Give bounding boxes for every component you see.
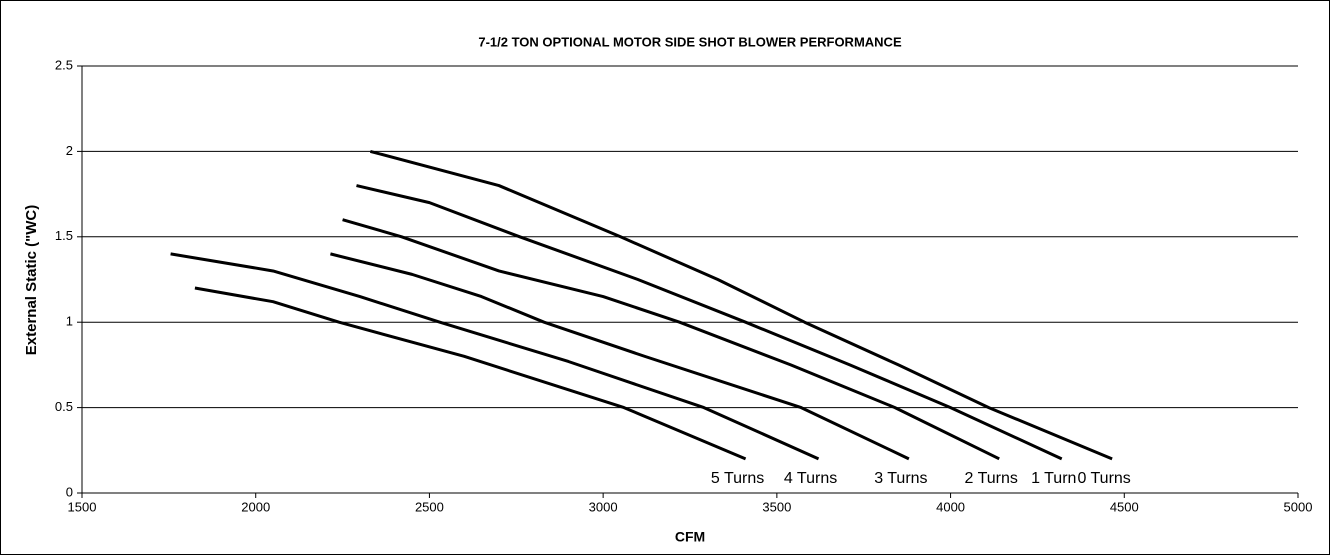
chart-title: 7-1/2 TON OPTIONAL MOTOR SIDE SHOT BLOWE… bbox=[478, 34, 902, 49]
line-series bbox=[330, 252, 910, 461]
series-label: 0 Turns bbox=[1077, 470, 1130, 487]
x-tick-label: 4500 bbox=[1110, 499, 1139, 514]
x-tick-label: 3500 bbox=[762, 499, 791, 514]
y-tick-label: 0.5 bbox=[55, 399, 73, 414]
series-label: 5 Turns bbox=[711, 470, 764, 487]
y-tick-label: 1.5 bbox=[55, 228, 73, 243]
series-label: 1 Turn bbox=[1031, 470, 1076, 487]
series-label: 2 Turns bbox=[965, 470, 1018, 487]
x-tick-label: 2500 bbox=[415, 499, 444, 514]
line-series bbox=[369, 149, 1113, 461]
line-series bbox=[194, 286, 747, 461]
y-tick-label: 2.5 bbox=[55, 57, 73, 72]
x-tick-label: 1500 bbox=[68, 499, 97, 514]
y-tick-label: 1 bbox=[66, 314, 73, 329]
x-tick-label: 5000 bbox=[1284, 499, 1313, 514]
series-label: 3 Turns bbox=[874, 470, 927, 487]
series-label: 4 Turns bbox=[784, 470, 837, 487]
x-tick-label: 2000 bbox=[241, 499, 270, 514]
y-tick-label: 2 bbox=[66, 143, 73, 158]
line-series bbox=[356, 184, 1063, 461]
x-axis-label: CFM bbox=[675, 529, 705, 545]
x-tick-label: 4000 bbox=[936, 499, 965, 514]
x-tick-label: 3000 bbox=[589, 499, 618, 514]
line-series bbox=[342, 218, 1000, 461]
line-series bbox=[170, 252, 820, 461]
y-axis-label: External Static ("WC) bbox=[23, 205, 40, 355]
y-tick-label: 0 bbox=[66, 484, 73, 499]
